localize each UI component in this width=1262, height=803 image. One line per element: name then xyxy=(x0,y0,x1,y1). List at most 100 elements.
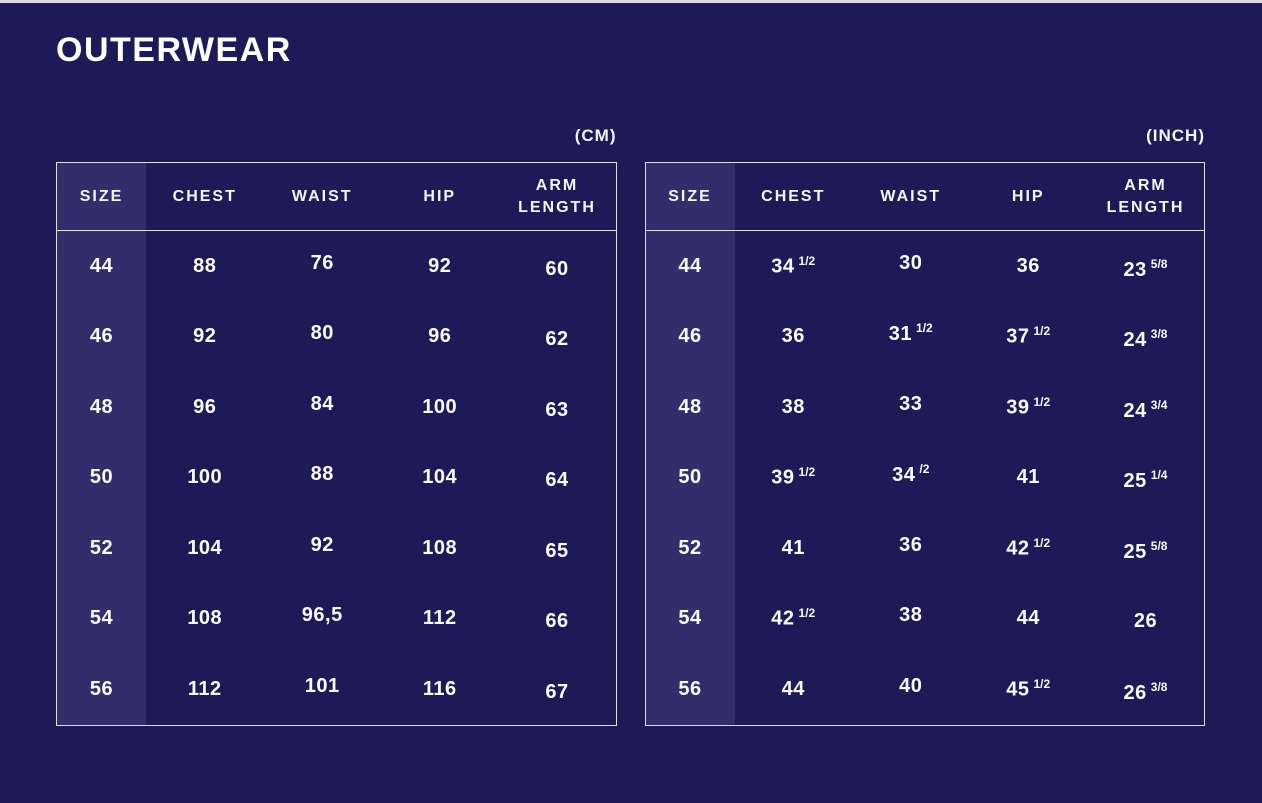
size-cell: 46 xyxy=(56,301,147,372)
chest-cell: 88 xyxy=(193,254,217,277)
table-row: 56 44 40 45 1/2 26 3/8 xyxy=(645,654,1205,725)
size-cell: 44 xyxy=(645,230,735,302)
size-cell: 50 xyxy=(56,442,147,513)
chest-cell: 108 xyxy=(187,607,223,630)
arm-length-cell: 60 xyxy=(545,257,569,280)
size-cell: 48 xyxy=(645,372,735,443)
table-row: 46 36 31 1/2 37 1/2 24 3/8 xyxy=(645,301,1205,372)
table-row: 50 100 88 104 64 xyxy=(56,442,617,513)
waist-cell: 80 xyxy=(310,322,334,345)
waist-cell: 101 xyxy=(304,674,340,697)
size-guide-page: OUTERWEAR (CM) SIZE CHEST WAIST HIP ARM … xyxy=(56,31,1205,726)
size-cell: 50 xyxy=(645,442,735,513)
table-row: 44 34 1/2 30 36 23 5/8 xyxy=(645,230,1205,302)
header-row: SIZE CHEST WAIST HIP ARM LENGTH xyxy=(645,162,1205,231)
arm-length-cell: 26 xyxy=(1133,610,1158,633)
table-row: 54 42 1/2 38 44 26 xyxy=(645,583,1205,654)
arm-length-cell: 64 xyxy=(545,469,569,492)
table-row: 44 88 76 92 60 xyxy=(56,230,617,302)
column-header-hip: HIP xyxy=(1011,187,1045,205)
hip-cell: 100 xyxy=(422,395,458,418)
waist-cell: 38 xyxy=(899,604,923,627)
column-header-size: SIZE xyxy=(645,162,735,231)
table-row: 54 108 96,5 112 66 xyxy=(56,583,617,654)
hip-cell: 116 xyxy=(422,677,457,700)
waist-cell: 96,5 xyxy=(301,604,343,627)
arm-length-cell: 26 3/8 xyxy=(1123,679,1168,704)
waist-cell: 40 xyxy=(899,674,923,697)
waist-cell: 34/2 xyxy=(892,462,930,487)
arm-length-cell: 65 xyxy=(545,539,569,562)
column-header-chest: CHEST xyxy=(761,187,826,205)
unit-label-inch: (INCH) xyxy=(1146,126,1205,145)
chest-cell: 39 1/2 xyxy=(771,465,816,490)
hip-cell: 104 xyxy=(422,466,458,489)
arm-length-cell: 24 3/8 xyxy=(1123,327,1168,352)
hip-cell: 41 xyxy=(1016,466,1040,489)
hip-cell: 108 xyxy=(422,536,458,559)
size-cell: 56 xyxy=(56,654,147,725)
arm-length-cell: 67 xyxy=(545,680,569,703)
arm-length-cell: 25 5/8 xyxy=(1123,538,1168,563)
hip-cell: 44 xyxy=(1016,607,1040,630)
waist-cell: 31 1/2 xyxy=(888,321,933,346)
size-tables-row: (CM) SIZE CHEST WAIST HIP ARM LENGTH xyxy=(56,126,1205,726)
column-header-chest: CHEST xyxy=(172,187,237,205)
table-row: 50 39 1/2 34/2 41 25 1/4 xyxy=(645,442,1205,513)
chest-cell: 96 xyxy=(193,395,217,418)
arm-length-cell: 24 3/4 xyxy=(1123,397,1168,422)
hip-cell: 45 1/2 xyxy=(1006,676,1051,701)
arm-length-cell: 25 1/4 xyxy=(1123,468,1168,493)
column-header-hip: HIP xyxy=(423,187,457,205)
cm-size-table: SIZE CHEST WAIST HIP ARM LENGTH 44 88 76… xyxy=(56,162,617,726)
waist-cell: 30 xyxy=(899,251,923,274)
hip-cell: 92 xyxy=(428,254,452,277)
hip-cell: 42 1/2 xyxy=(1006,535,1051,560)
waist-cell: 76 xyxy=(310,251,334,274)
size-cell: 54 xyxy=(56,583,147,654)
chest-cell: 100 xyxy=(187,466,223,489)
table-row: 48 38 33 39 1/2 24 3/4 xyxy=(645,372,1205,443)
page-title: OUTERWEAR xyxy=(56,31,292,69)
size-cell: 52 xyxy=(56,513,147,584)
size-cell: 44 xyxy=(56,230,147,302)
chest-cell: 92 xyxy=(193,325,217,348)
column-header-waist: WAIST xyxy=(880,187,942,205)
size-cell: 52 xyxy=(645,513,735,584)
inch-size-table-section: (INCH) SIZE CHEST WAIST HIP ARM LENGTH xyxy=(644,126,1205,726)
chest-cell: 41 xyxy=(781,536,805,559)
arm-length-cell: 63 xyxy=(545,398,569,421)
hip-cell: 37 1/2 xyxy=(1006,324,1051,349)
size-cell: 56 xyxy=(645,654,735,725)
table-row: 46 92 80 96 62 xyxy=(56,301,617,372)
waist-cell: 33 xyxy=(899,392,923,415)
size-cell: 54 xyxy=(645,583,735,654)
inch-size-table: SIZE CHEST WAIST HIP ARM LENGTH 44 34 1/2… xyxy=(644,162,1205,726)
waist-cell: 84 xyxy=(310,392,334,415)
waist-cell: 36 xyxy=(899,533,923,556)
table-row: 48 96 84 100 63 xyxy=(56,372,617,443)
waist-cell: 92 xyxy=(310,533,334,556)
arm-length-cell: 66 xyxy=(545,610,569,633)
size-cell: 46 xyxy=(645,301,735,372)
chest-cell: 112 xyxy=(187,677,222,700)
chest-cell: 38 xyxy=(781,395,805,418)
table-row: 56 112 101 116 67 xyxy=(56,654,617,725)
size-cell: 48 xyxy=(56,372,147,443)
column-header-arm-length: ARM LENGTH xyxy=(1106,176,1185,216)
arm-length-cell: 62 xyxy=(545,328,569,351)
table-row: 52 104 92 108 65 xyxy=(56,513,617,584)
hip-cell: 112 xyxy=(422,607,457,630)
hip-cell: 36 xyxy=(1016,254,1040,277)
chest-cell: 36 xyxy=(781,325,805,348)
column-header-size: SIZE xyxy=(56,162,147,231)
arm-length-cell: 23 5/8 xyxy=(1123,256,1168,281)
header-row: SIZE CHEST WAIST HIP ARM LENGTH xyxy=(56,162,616,231)
hip-cell: 39 1/2 xyxy=(1006,394,1051,419)
unit-label-cm: (CM) xyxy=(574,126,617,145)
chest-cell: 34 1/2 xyxy=(771,253,816,278)
page-top-edge xyxy=(0,0,1262,3)
cm-size-table-section: (CM) SIZE CHEST WAIST HIP ARM LENGTH xyxy=(56,126,617,726)
hip-cell: 96 xyxy=(428,325,452,348)
waist-cell: 88 xyxy=(310,463,334,486)
